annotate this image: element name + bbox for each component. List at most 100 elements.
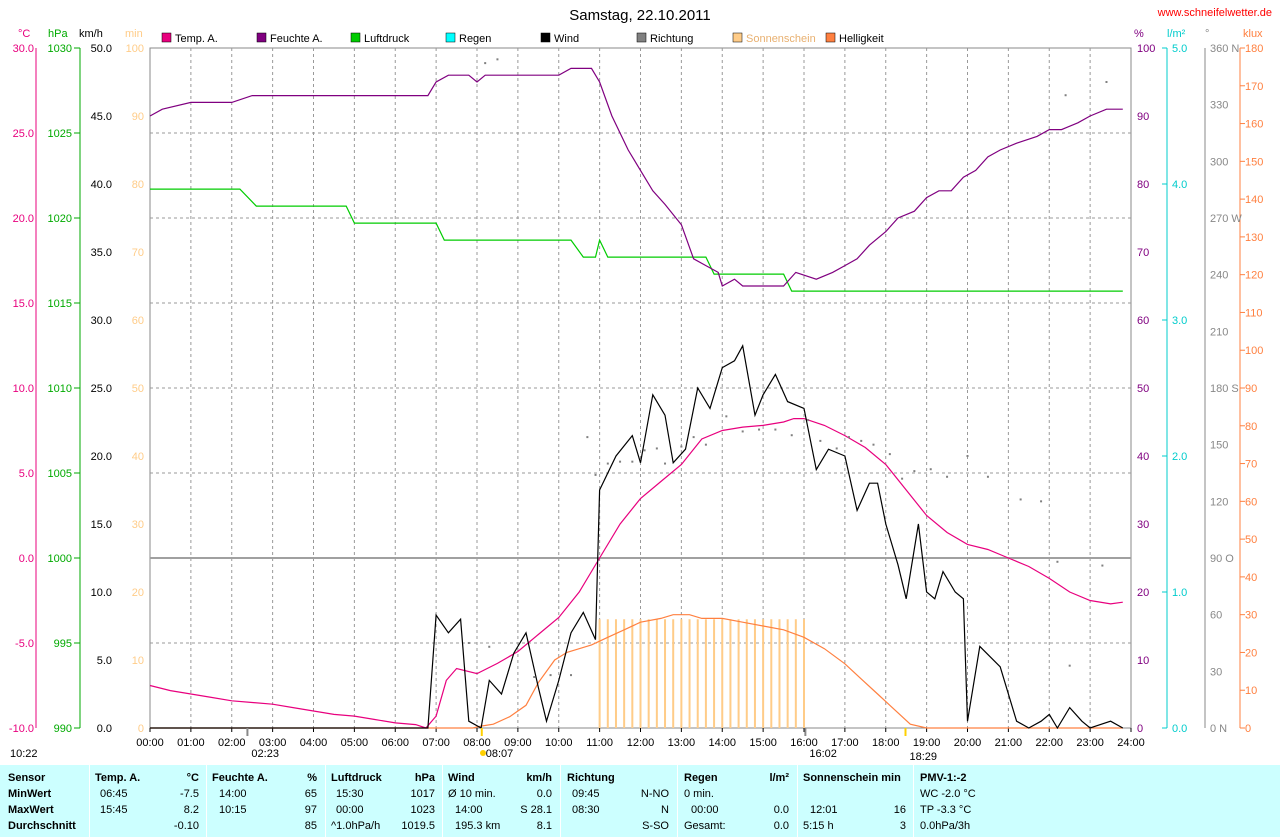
rain-header: Regen [684, 772, 718, 784]
direction-dot [790, 434, 793, 437]
sensor-header: Sensor [8, 772, 46, 784]
grid [149, 47, 1132, 729]
tick-time: 04:00 [300, 737, 328, 749]
tick-wind: 20.0 [91, 451, 112, 463]
axes: 30.025.020.015.010.05.00.0-5.0-10.010301… [9, 43, 1263, 749]
plot-area [149, 58, 1124, 730]
wind-10min-label: Ø 10 min. [448, 788, 496, 800]
tick-time: 07:00 [422, 737, 450, 749]
tick-sun: 30 [132, 519, 144, 531]
astro-events: 02:23 08:07 16:02 18:29 10:22 [10, 728, 937, 763]
tick-sun: 60 [132, 315, 144, 327]
direction-dot [680, 445, 683, 448]
unit-direction: ° [1205, 28, 1209, 40]
wind-avg: 8.1 [536, 820, 552, 832]
event-label: 02:23 [251, 748, 279, 760]
row-label: MinWert [8, 788, 52, 800]
humidity-avg: 85 [304, 820, 317, 832]
tick-time: 03:00 [259, 737, 287, 749]
direction-dot [496, 58, 499, 61]
humidity-max-time: 10:15 [219, 804, 247, 816]
pmv-trend: 0.0hPa/3h [920, 820, 971, 832]
tick-time: 09:00 [504, 737, 532, 749]
legend-label: Temp. A. [175, 33, 218, 45]
tick-sun: 90 [132, 111, 144, 123]
tick-time: 23:00 [1076, 737, 1104, 749]
direction-header: Richtung [567, 772, 615, 784]
unit-rain: l/m² [1167, 28, 1186, 40]
tick-time: 19:00 [913, 737, 941, 749]
tick-brightness: 90 [1245, 383, 1257, 395]
tick-wind: 5.0 [97, 655, 112, 667]
sun-header: Sonnenschein min [803, 772, 901, 784]
tick-time: 00:00 [136, 737, 164, 749]
pressure-max-time: 00:00 [336, 804, 364, 816]
tick-time: 01:00 [177, 737, 205, 749]
direction-dot [847, 436, 850, 439]
pmv-tp: TP -3.3 °C [920, 804, 972, 816]
direction-dot [1068, 664, 1071, 667]
direction-dot [741, 430, 744, 433]
unit-pressure: hPa [48, 28, 68, 40]
tick-humidity: 10 [1137, 655, 1149, 667]
series-pressure [150, 188, 1123, 292]
pressure-trend: ^1.0hPa/h [331, 820, 381, 832]
tick-direction: 180 S [1210, 383, 1239, 395]
tick-time: 02:00 [218, 737, 246, 749]
weather-chart: Samstag, 22.10.2011 www.schneifelwetter.… [9, 7, 1272, 763]
tick-brightness: 20 [1245, 647, 1257, 659]
tick-humidity: 0 [1137, 723, 1143, 735]
series-temp [149, 418, 1123, 729]
series-wind [150, 344, 1124, 730]
tick-brightness: 160 [1245, 119, 1263, 131]
unit-humidity: % [1134, 28, 1144, 40]
humidity-header: Feuchte A. [212, 772, 268, 784]
tick-direction: 300 [1210, 156, 1228, 168]
sun-hours: 5:15 h [803, 820, 834, 832]
tick-brightness: 120 [1245, 270, 1263, 282]
tick-time: 17:00 [831, 737, 859, 749]
moon-label: 10:22 [10, 748, 38, 760]
legend-swatch [256, 32, 267, 43]
direction-time2: 08:30 [572, 804, 600, 816]
direction-dot [986, 475, 989, 478]
pmv-header: PMV-1:-2 [920, 772, 967, 784]
legend-swatch [636, 32, 647, 43]
temp-min: -7.5 [180, 788, 199, 800]
tick-sun: 70 [132, 247, 144, 259]
wind-unit: km/h [526, 772, 552, 784]
tick-sun: 20 [132, 587, 144, 599]
tick-rain: 2.0 [1172, 451, 1187, 463]
tick-temp: 15.0 [13, 298, 34, 310]
tick-sun: 80 [132, 179, 144, 191]
temp-max-time: 15:45 [100, 804, 128, 816]
tick-direction: 330 [1210, 100, 1228, 112]
tick-time: 14:00 [708, 737, 736, 749]
tick-wind: 45.0 [91, 111, 112, 123]
site-url[interactable]: www.schneifelwetter.de [1157, 7, 1272, 19]
pressure-max: 1023 [410, 804, 435, 816]
legend-label: Richtung [650, 33, 693, 45]
direction-dot [692, 436, 695, 439]
tick-direction: 150 [1210, 440, 1228, 452]
direction-dot [1101, 564, 1104, 567]
rain-unit: l/m² [769, 772, 789, 784]
unit-temp: °C [18, 28, 30, 40]
tick-time: 12:00 [627, 737, 655, 749]
tick-brightness: 70 [1245, 459, 1257, 471]
table-separator [206, 765, 207, 837]
pressure-unit: hPa [414, 772, 435, 784]
tick-time: 21:00 [995, 737, 1023, 749]
legend-label: Luftdruck [364, 33, 410, 45]
direction-dot [966, 455, 969, 457]
temp-max: 8.2 [183, 804, 199, 816]
direction-dot [467, 642, 470, 644]
sun-time: 12:01 [810, 804, 838, 816]
tick-brightness: 140 [1245, 194, 1263, 206]
row-label: Durchschnitt [8, 820, 76, 832]
tick-rain: 3.0 [1172, 315, 1187, 327]
tick-pressure: 1025 [48, 128, 72, 140]
wind-10min: 0.0 [536, 788, 552, 800]
tick-direction: 270 W [1210, 213, 1242, 225]
sun-avg: 3 [899, 820, 906, 832]
